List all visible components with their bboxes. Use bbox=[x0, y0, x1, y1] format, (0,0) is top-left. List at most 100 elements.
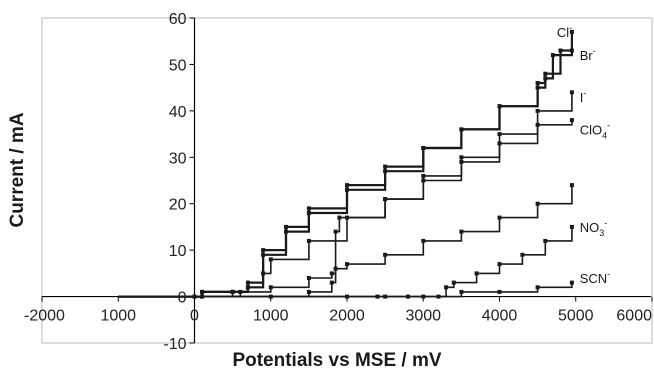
series-label-NO3: NO3- bbox=[580, 218, 608, 238]
series-point-SCN-4 bbox=[444, 285, 449, 290]
series-point-I-3 bbox=[245, 285, 250, 290]
series-point-ClO4-8 bbox=[383, 197, 388, 202]
series-point-Br-16 bbox=[569, 48, 574, 53]
series-point-Br-2 bbox=[200, 289, 205, 294]
series-point-Br-5 bbox=[261, 252, 266, 257]
x-tick-label-6: 4000 bbox=[482, 308, 518, 325]
y-tick-label-1: 0 bbox=[178, 290, 187, 307]
series-point-NO3-4 bbox=[333, 266, 338, 271]
series-point-baseline-5 bbox=[497, 289, 502, 294]
series-point-Cl-9 bbox=[383, 164, 388, 169]
series-point-Br-12 bbox=[497, 104, 502, 109]
series-point-Cl-13 bbox=[535, 81, 540, 85]
series-label-I: I- bbox=[580, 88, 587, 105]
series-point-ClO4-11 bbox=[497, 141, 502, 146]
series-point-Cl-4 bbox=[245, 280, 250, 285]
x-tick-label-2: 0 bbox=[190, 308, 199, 325]
series-point-ClO4-2 bbox=[230, 289, 235, 294]
x-tick-label-0: -2000 bbox=[24, 308, 65, 325]
series-point-NO3-8 bbox=[459, 229, 464, 234]
series-point-Br-13 bbox=[535, 85, 540, 90]
x-axis-title: Potentials vs MSE / mV bbox=[232, 350, 441, 371]
series-point-NO3-2 bbox=[306, 289, 311, 294]
series-point-Cl-16 bbox=[569, 29, 574, 34]
series-point-ClO4-6 bbox=[333, 229, 338, 234]
series-point-SCN-10 bbox=[569, 224, 574, 229]
x-tick-label-5: 3000 bbox=[405, 308, 441, 325]
series-label-SCN: SCN- bbox=[580, 269, 610, 286]
series-point-Br-7 bbox=[306, 211, 311, 215]
series-point-NO3-5 bbox=[345, 262, 349, 267]
x-tick-label-7: 5000 bbox=[558, 308, 594, 325]
series-point-baseline-7 bbox=[569, 280, 574, 285]
series-point-NO3-9 bbox=[497, 215, 502, 220]
series-point-NO3-7 bbox=[421, 238, 426, 243]
y-tick-label-7: 60 bbox=[169, 11, 187, 28]
series-point-Cl-7 bbox=[306, 206, 311, 211]
series-point-I-4 bbox=[261, 271, 266, 276]
series-labels: Cl- Br- I- ClO4- NO3- SCN- bbox=[557, 23, 610, 286]
series-point-baseline-4 bbox=[459, 289, 464, 294]
series-point-I-12 bbox=[535, 108, 540, 113]
series-point-baseline-3 bbox=[421, 294, 426, 299]
series-point-baseline-1 bbox=[345, 294, 349, 299]
series-point-ClO4-4 bbox=[306, 276, 311, 280]
series-point-Cl-15 bbox=[558, 48, 563, 53]
plot-frame bbox=[41, 17, 653, 344]
series-point-Br-8 bbox=[345, 187, 349, 192]
x-tick-label-8: 6000 bbox=[616, 308, 652, 325]
series-point-I-6 bbox=[306, 238, 311, 243]
series-point-ClO4-3 bbox=[268, 285, 273, 290]
series-point-Cl-5 bbox=[261, 248, 266, 253]
series-point-ClO4-12 bbox=[535, 122, 540, 127]
series-point-NO3-6 bbox=[383, 252, 388, 257]
y-axis-title: Current / mA bbox=[7, 112, 28, 227]
series-point-I-9 bbox=[421, 173, 426, 178]
series-label-Br: Br- bbox=[580, 46, 596, 63]
series-point-SCN-5 bbox=[451, 280, 456, 285]
y-tick-label-5: 40 bbox=[169, 104, 187, 121]
series-point-baseline-2 bbox=[383, 294, 388, 299]
series-point-ClO4-7 bbox=[337, 215, 342, 220]
series-point-Cl-8 bbox=[345, 183, 349, 188]
series-lines bbox=[118, 29, 574, 299]
series-point-Br-11 bbox=[459, 127, 464, 132]
series-point-baseline-6 bbox=[535, 285, 540, 290]
series-point-SCN-8 bbox=[520, 252, 525, 257]
y-tick-label-2: 10 bbox=[169, 243, 187, 260]
y-tick-label-0: -10 bbox=[163, 336, 186, 353]
series-point-I-13 bbox=[569, 90, 574, 95]
series-point-Br-6 bbox=[284, 229, 288, 234]
series-point-I-5 bbox=[268, 257, 273, 262]
series-point-Br-14 bbox=[543, 76, 548, 81]
y-tick-label-4: 30 bbox=[169, 150, 187, 167]
x-axis: -2000 1000 0 1000 2000 3000 4000 5000 6000 bbox=[24, 295, 653, 325]
series-point-I-10 bbox=[459, 155, 464, 160]
series-line-ClO4 bbox=[118, 120, 573, 298]
y-tick-label-3: 20 bbox=[169, 197, 187, 214]
series-point-Cl-14 bbox=[543, 71, 548, 76]
series-point-ClO4-9 bbox=[421, 178, 426, 183]
series-point-Br-10 bbox=[421, 146, 426, 150]
series-point-SCN-9 bbox=[543, 238, 548, 243]
series-point-NO3-11 bbox=[569, 183, 574, 188]
series-label-Cl: Cl- bbox=[557, 23, 572, 40]
series-point-ClO4-13 bbox=[569, 118, 574, 123]
series-point-Br-15 bbox=[550, 53, 555, 58]
series-line-SCN bbox=[118, 226, 573, 298]
series-point-SCN-7 bbox=[497, 262, 502, 267]
series-point-ClO4-5 bbox=[329, 271, 334, 276]
series-point-SCN-6 bbox=[474, 271, 479, 276]
x-tick-label-4: 2000 bbox=[329, 308, 365, 325]
x-tick-label-1: 1000 bbox=[100, 308, 136, 325]
series-point-Cl-6 bbox=[284, 224, 288, 229]
series-point-ClO4-10 bbox=[459, 159, 464, 164]
x-tick-label-3: 1000 bbox=[253, 308, 289, 325]
series-point-Br-9 bbox=[383, 169, 388, 174]
y-tick-label-6: 50 bbox=[169, 57, 187, 74]
series-label-ClO4: ClO4- bbox=[580, 120, 610, 140]
series-point-NO3-10 bbox=[535, 201, 540, 206]
series-line-NO3 bbox=[118, 185, 573, 298]
